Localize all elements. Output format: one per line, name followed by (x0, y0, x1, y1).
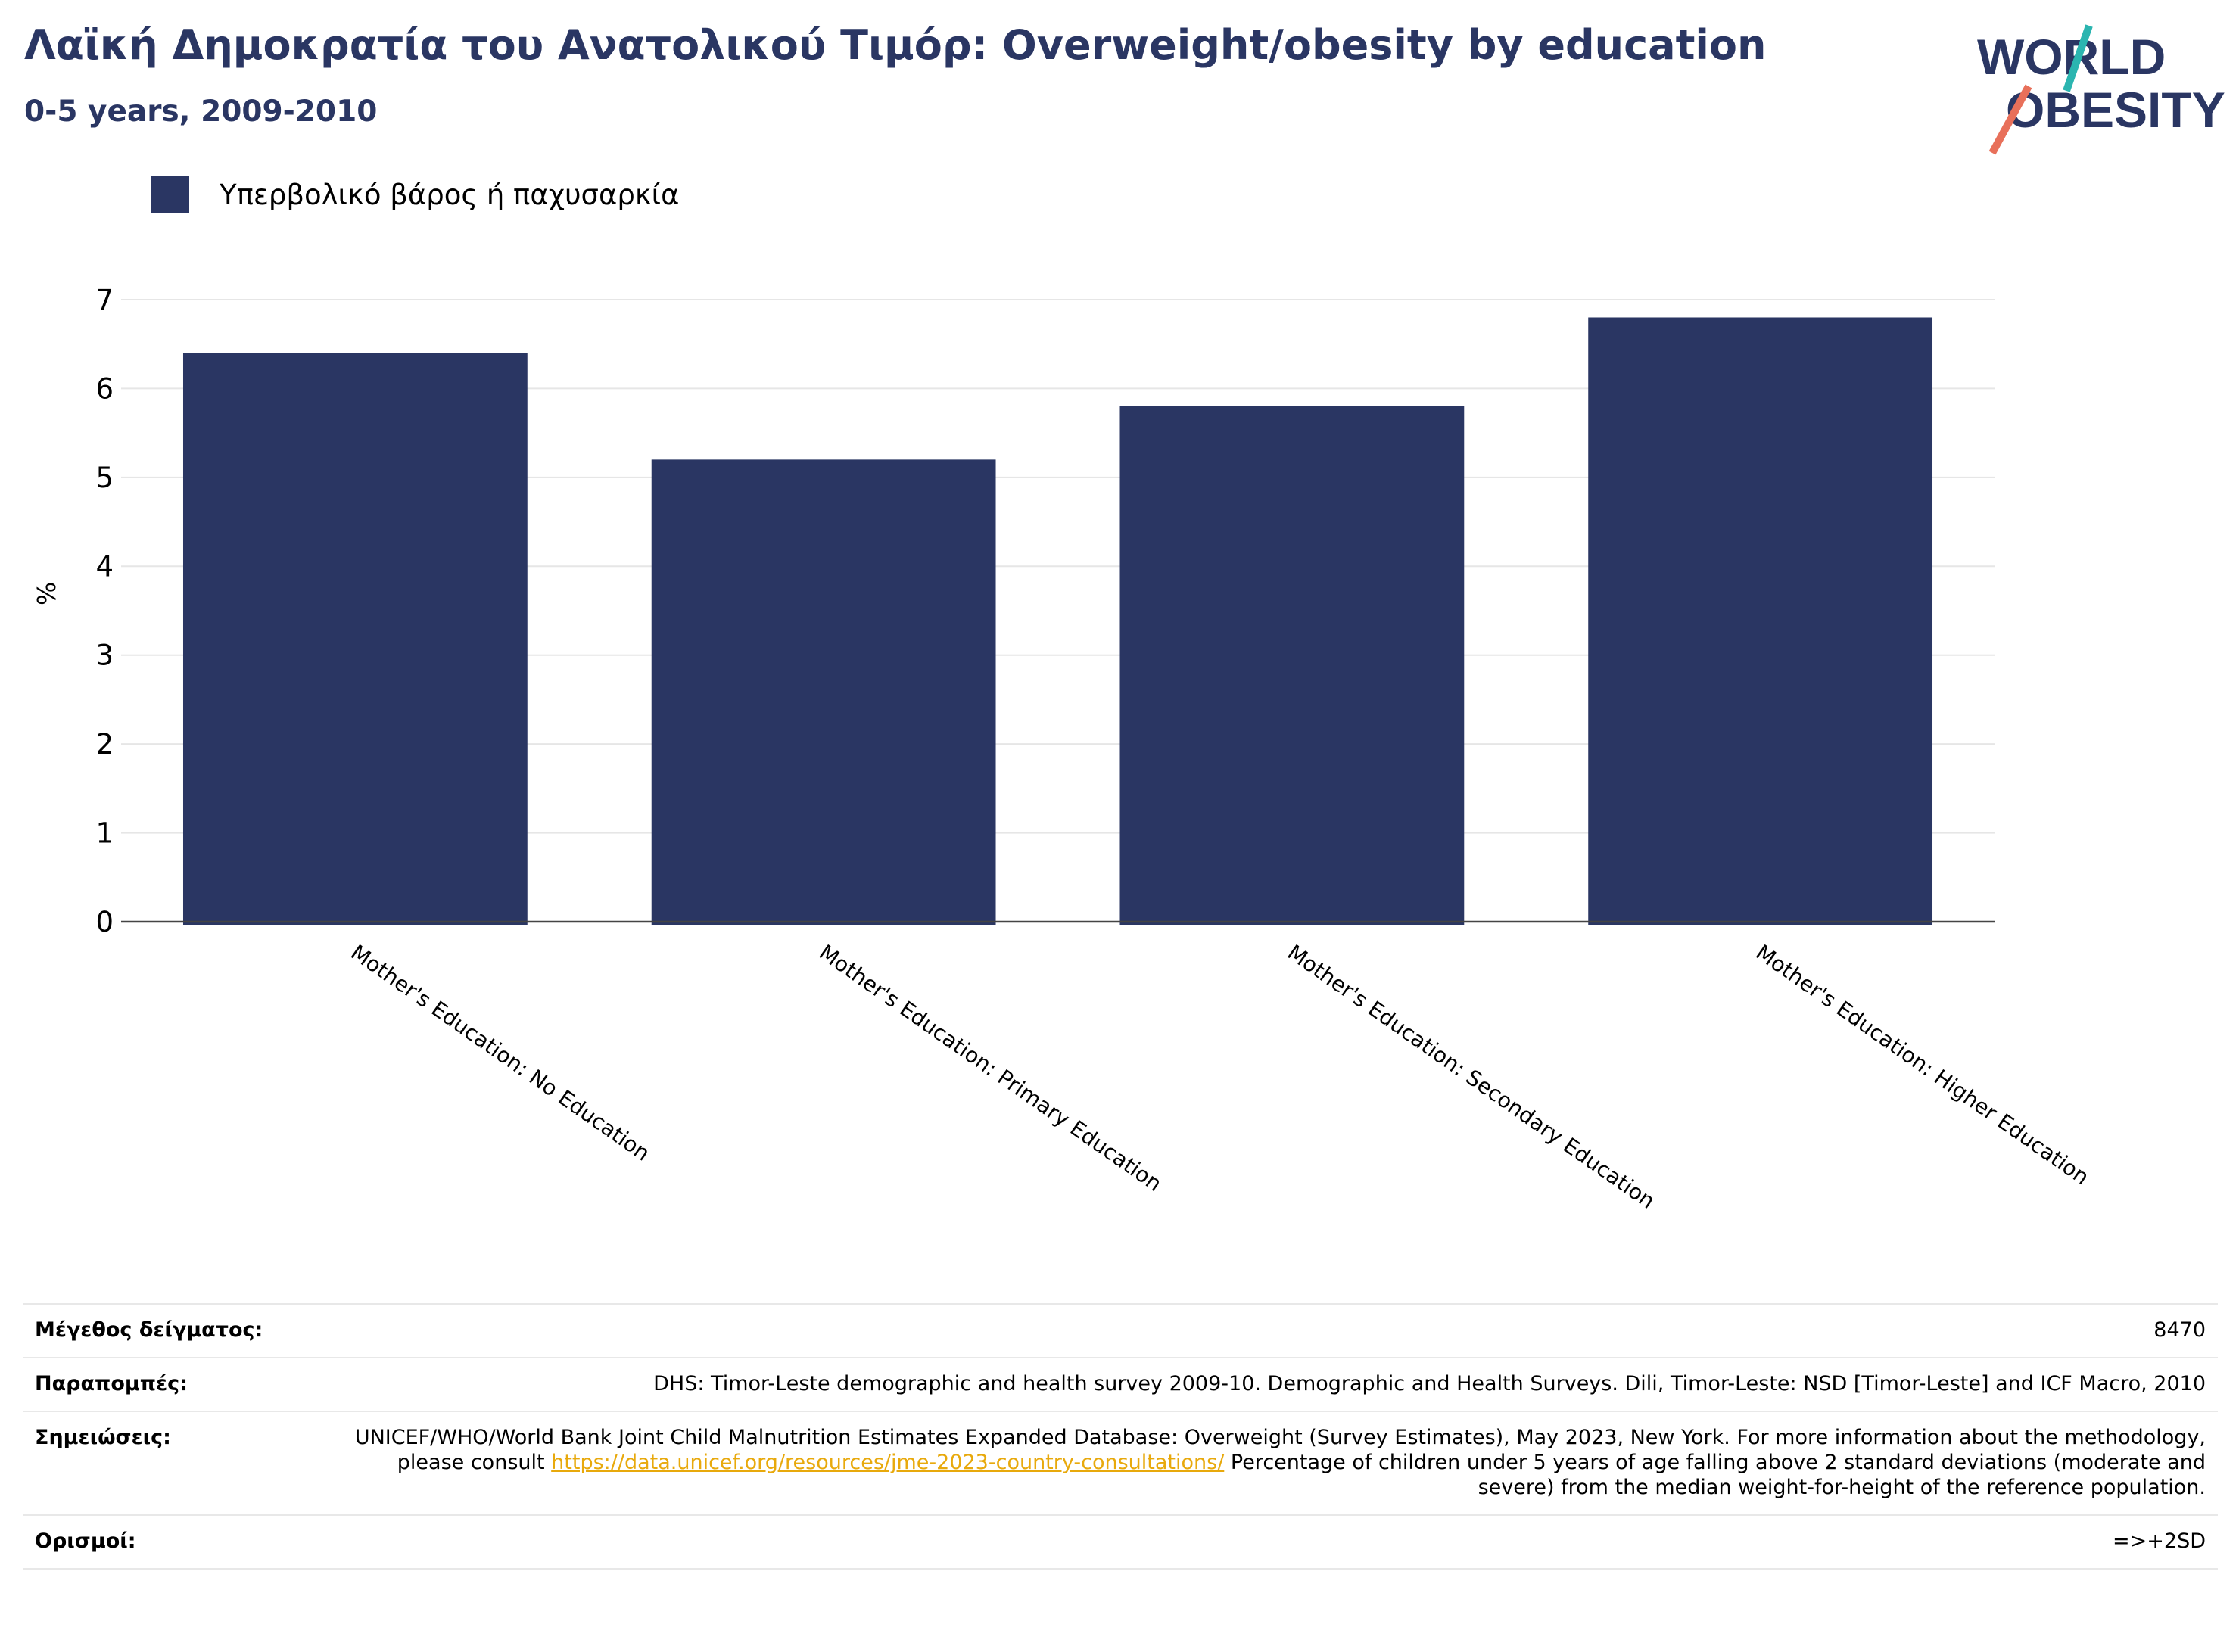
legend-swatch (151, 176, 189, 213)
notes-text-after: Percentage of children under 5 years of … (1224, 1450, 2206, 1499)
logo-line2: OBESITY (2006, 82, 2225, 138)
x-tick-label: Mother's Education: Primary Education (814, 940, 1166, 1196)
bar-chart: 0 1 2 3 4 5 6 7 Mother's Education: No Education… (95, 284, 2094, 1214)
y-tick-label: 0 (95, 906, 114, 938)
y-tick-label: 1 (95, 817, 114, 850)
meta-row-definitions: Ορισμοί: =>+2SD (23, 1514, 2218, 1570)
y-tick-label: 5 (95, 462, 114, 494)
x-tick-label: Mother's Education: No Education (346, 940, 654, 1166)
metadata-table: Μέγεθος δείγματος: 8470 Παραπομπές: DHS:… (23, 1303, 2218, 1570)
bar (1120, 406, 1465, 925)
sample-size-value: 8470 (304, 1303, 2218, 1358)
references-label: Παραπομπές: (23, 1356, 304, 1412)
legend: Υπερβολικό βάρος ή παχυσαρκία (151, 176, 680, 213)
x-tick-label: Mother's Education: Secondary Education (1283, 940, 1660, 1214)
y-tick-label: 2 (95, 728, 114, 761)
definitions-value: =>+2SD (304, 1514, 2218, 1570)
y-tick-label: 7 (95, 284, 114, 316)
bar (1588, 317, 1933, 925)
notes-text-before: UNICEF/WHO/World Bank Joint Child Malnut… (354, 1425, 2206, 1474)
meta-row-notes: Σημειώσεις: UNICEF/WHO/World Bank Joint … (23, 1410, 2218, 1516)
definitions-label: Ορισμοί: (23, 1514, 304, 1570)
y-tick-label: 6 (95, 372, 114, 405)
legend-label: Υπερβολικό βάρος ή παχυσαρκία (220, 178, 680, 211)
y-tick-label: 4 (95, 550, 114, 583)
notes-label: Σημειώσεις: (23, 1410, 304, 1516)
notes-value: UNICEF/WHO/World Bank Joint Child Malnut… (304, 1410, 2218, 1516)
sample-size-label: Μέγεθος δείγματος: (23, 1303, 304, 1358)
bar (182, 353, 528, 925)
chart-title: Λαϊκή Δημοκρατία του Ανατολικού Τιμόρ: O… (24, 21, 1767, 69)
chart-subtitle: 0-5 years, 2009-2010 (24, 95, 378, 129)
x-tick-label: Mother's Education: Higher Education (1752, 940, 2094, 1190)
methodology-link[interactable]: https://data.unicef.org/resources/jme-20… (551, 1450, 1225, 1474)
references-value: DHS: Timor-Leste demographic and health … (304, 1356, 2218, 1412)
meta-row-references: Παραπομπές: DHS: Timor-Leste demographic… (23, 1356, 2218, 1412)
bar (651, 459, 996, 925)
world-obesity-logo: WORLD OBESITY (1977, 24, 2225, 155)
meta-row-sample-size: Μέγεθος δείγματος: 8470 (23, 1303, 2218, 1358)
logo-coral-stroke (1988, 84, 2032, 155)
y-tick-label: 3 (95, 639, 114, 672)
logo-teal-stroke (2063, 24, 2093, 92)
